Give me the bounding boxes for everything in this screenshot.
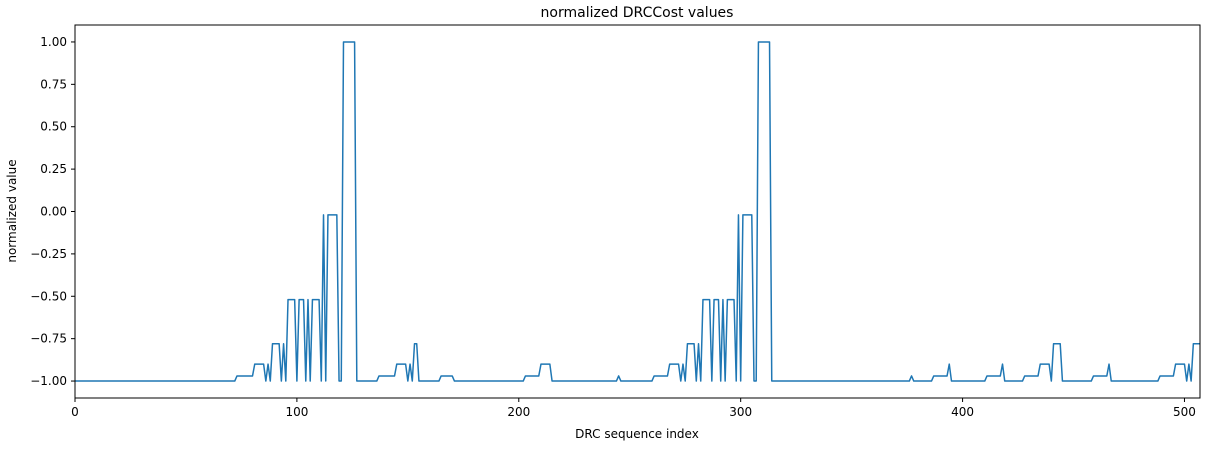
x-tick-label: 400 <box>951 405 974 419</box>
x-tick-label: 500 <box>1173 405 1196 419</box>
y-axis-label: normalized value <box>5 159 19 262</box>
y-tick-label: −0.75 <box>30 332 67 346</box>
y-tick-label: 0.50 <box>40 120 67 134</box>
x-axis-label: DRC sequence index <box>575 427 699 441</box>
y-tick-label: −0.50 <box>30 289 67 303</box>
x-tick-label: 100 <box>285 405 308 419</box>
plot-area <box>75 41 1200 382</box>
x-axis: 0 100 200 300 400 500 <box>71 398 1196 419</box>
axes-frame <box>74 24 1201 399</box>
y-axis: 1.00 0.75 0.50 0.25 0.00 −0.25 −0.50 −0.75 −1.00 <box>30 35 75 388</box>
y-tick-label: 0.25 <box>40 162 67 176</box>
x-tick-label: 300 <box>729 405 752 419</box>
y-tick-label: 1.00 <box>40 35 67 49</box>
chart-title: normalized DRCCost values <box>541 5 734 21</box>
y-tick-label: 0.00 <box>40 205 67 219</box>
y-tick-label: 0.75 <box>40 77 67 91</box>
x-tick-label: 0 <box>71 405 79 419</box>
y-tick-label: −1.00 <box>30 374 67 388</box>
series-line-0 <box>75 41 1200 382</box>
x-tick-label: 200 <box>507 405 530 419</box>
y-tick-label: −0.25 <box>30 247 67 261</box>
